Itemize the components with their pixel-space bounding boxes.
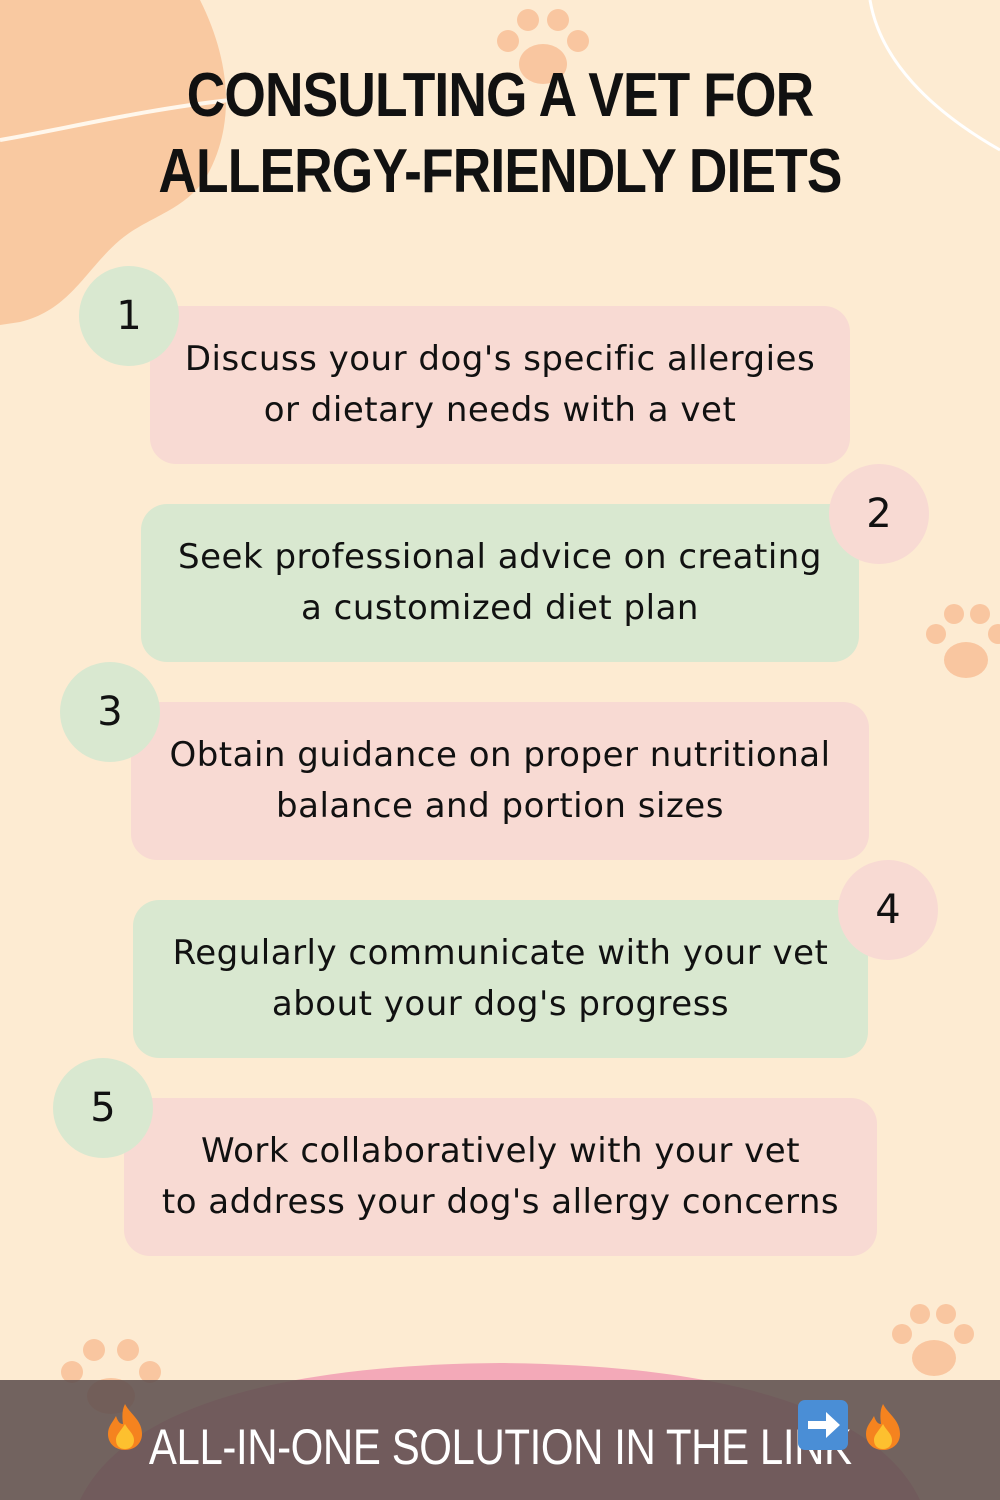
fire-icon	[866, 1404, 900, 1450]
step-card-4: Regularly communicate with your vet abou…	[133, 900, 868, 1058]
step-card-1: Discuss your dog's specific allergies or…	[150, 306, 850, 464]
step-text: Obtain guidance on proper nutritional ba…	[169, 735, 831, 826]
step-card-5: Work collaboratively with your vet to ad…	[124, 1098, 877, 1256]
banner-text[interactable]: ALL-IN-ONE SOLUTION IN THE LINK	[148, 1419, 852, 1475]
step-number-badge-1: 1	[79, 266, 179, 366]
step-number-badge-2: 2	[829, 464, 929, 564]
step-text: Discuss your dog's specific allergies or…	[184, 339, 816, 430]
paw-print-icon	[926, 604, 1000, 678]
step-card-2: Seek professional advice on creating a c…	[141, 504, 859, 662]
step-text: Seek professional advice on creating a c…	[178, 537, 822, 628]
arrow-right-icon	[798, 1400, 848, 1450]
page-title: CONSULTING A VET FOR ALLERGY-FRIENDLY DI…	[158, 61, 842, 206]
step-card-3: Obtain guidance on proper nutritional ba…	[131, 702, 869, 860]
paw-print-icon	[892, 1304, 974, 1376]
step-text: Regularly communicate with your vet abou…	[172, 933, 829, 1024]
step-number-badge-5: 5	[53, 1058, 153, 1158]
step-number-badge-4: 4	[838, 860, 938, 960]
fire-icon	[108, 1404, 142, 1450]
peach-blob-decoration	[0, 0, 231, 325]
paw-print-icon	[497, 9, 589, 84]
step-text: Work collaboratively with your vet to ad…	[161, 1131, 840, 1222]
link-banner[interactable]: ALL-IN-ONE SOLUTION IN THE LINK	[0, 1380, 1000, 1500]
corner-curve-decoration	[868, 0, 1000, 152]
step-number-badge-3: 3	[60, 662, 160, 762]
